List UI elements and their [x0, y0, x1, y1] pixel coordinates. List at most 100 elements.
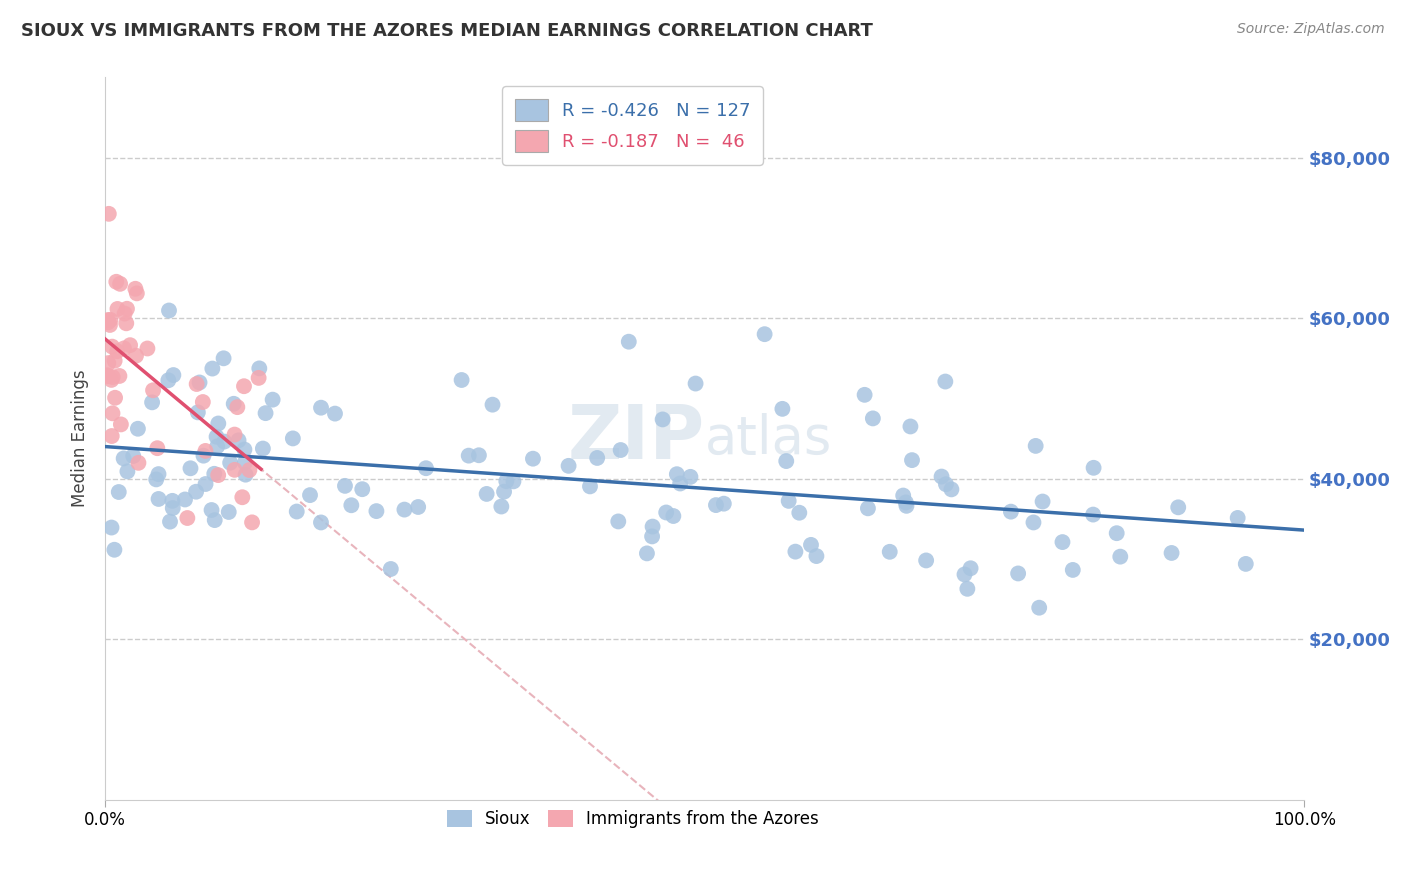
- Point: [247, 361, 270, 376]
- Point: [853, 388, 876, 402]
- Point: [159, 515, 181, 529]
- Point: [252, 442, 274, 456]
- Point: [103, 542, 125, 557]
- Point: [281, 432, 304, 446]
- Point: [457, 449, 479, 463]
- Point: [97, 313, 120, 327]
- Point: [205, 439, 228, 453]
- Point: [366, 504, 388, 518]
- Point: [219, 456, 242, 470]
- Point: [894, 495, 917, 509]
- Point: [193, 449, 215, 463]
- Point: [754, 327, 776, 342]
- Point: [380, 562, 402, 576]
- Point: [685, 376, 707, 391]
- Point: [146, 441, 169, 455]
- Point: [235, 467, 257, 482]
- Point: [233, 442, 256, 457]
- Point: [607, 515, 630, 529]
- Point: [110, 417, 132, 432]
- Point: [184, 484, 207, 499]
- Point: [105, 344, 128, 359]
- Point: [254, 406, 277, 420]
- Point: [117, 464, 139, 478]
- Point: [956, 582, 979, 596]
- Point: [194, 444, 217, 458]
- Point: [557, 458, 579, 473]
- Y-axis label: Median Earnings: Median Earnings: [72, 369, 89, 508]
- Point: [1160, 546, 1182, 560]
- Point: [224, 463, 246, 477]
- Point: [1167, 500, 1189, 515]
- Point: [586, 450, 609, 465]
- Point: [101, 406, 124, 420]
- Point: [157, 303, 180, 318]
- Point: [188, 376, 211, 390]
- Point: [207, 468, 229, 483]
- Point: [896, 499, 918, 513]
- Point: [901, 453, 924, 467]
- Point: [101, 340, 124, 354]
- Point: [108, 368, 131, 383]
- Point: [176, 511, 198, 525]
- Point: [669, 476, 692, 491]
- Point: [787, 506, 810, 520]
- Point: [200, 503, 222, 517]
- Point: [125, 349, 148, 363]
- Point: [97, 207, 120, 221]
- Text: atlas: atlas: [704, 412, 832, 465]
- Point: [655, 506, 678, 520]
- Point: [142, 384, 165, 398]
- Point: [494, 484, 516, 499]
- Point: [934, 375, 956, 389]
- Point: [1109, 549, 1132, 564]
- Point: [187, 405, 209, 419]
- Point: [97, 369, 120, 384]
- Point: [233, 456, 256, 470]
- Point: [1226, 511, 1249, 525]
- Point: [125, 286, 148, 301]
- Point: [120, 338, 142, 352]
- Point: [179, 461, 201, 475]
- Point: [122, 449, 145, 463]
- Point: [191, 395, 214, 409]
- Point: [194, 477, 217, 491]
- Point: [174, 492, 197, 507]
- Point: [468, 448, 491, 462]
- Point: [641, 519, 664, 533]
- Point: [136, 342, 159, 356]
- Point: [204, 513, 226, 527]
- Point: [233, 379, 256, 393]
- Point: [162, 493, 184, 508]
- Point: [212, 351, 235, 366]
- Point: [107, 301, 129, 316]
- Point: [162, 501, 184, 516]
- Point: [1083, 460, 1105, 475]
- Point: [900, 419, 922, 434]
- Point: [806, 549, 828, 563]
- Point: [186, 377, 208, 392]
- Point: [157, 373, 180, 387]
- Point: [127, 456, 149, 470]
- Point: [127, 422, 149, 436]
- Point: [145, 472, 167, 486]
- Point: [609, 443, 631, 458]
- Point: [941, 483, 963, 497]
- Point: [959, 561, 981, 575]
- Point: [238, 463, 260, 477]
- Point: [222, 397, 245, 411]
- Point: [935, 477, 957, 491]
- Point: [491, 500, 513, 514]
- Point: [97, 315, 120, 329]
- Point: [679, 470, 702, 484]
- Point: [214, 434, 236, 449]
- Point: [333, 479, 356, 493]
- Point: [1000, 505, 1022, 519]
- Point: [665, 467, 688, 482]
- Point: [97, 356, 120, 370]
- Point: [1007, 566, 1029, 581]
- Point: [112, 342, 135, 356]
- Point: [775, 454, 797, 468]
- Point: [1234, 557, 1257, 571]
- Point: [148, 467, 170, 482]
